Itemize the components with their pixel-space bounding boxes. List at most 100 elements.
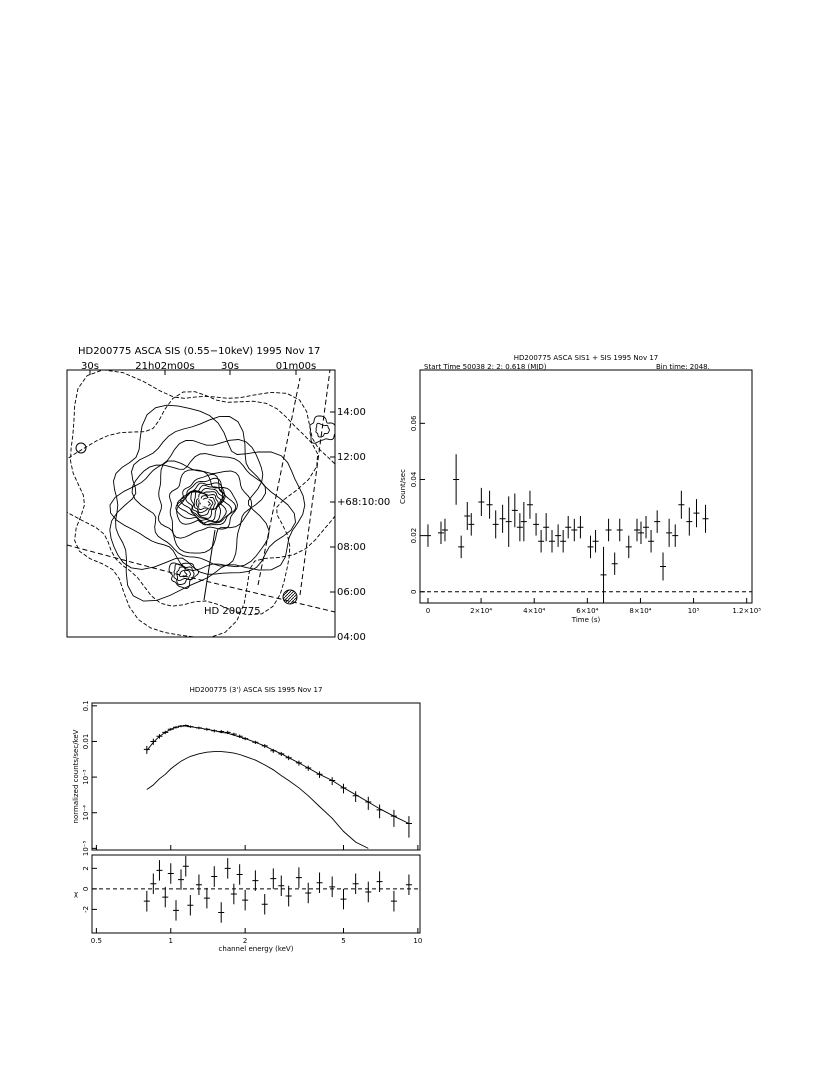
contour-line xyxy=(168,562,199,589)
residual-point xyxy=(187,895,194,916)
data-point xyxy=(424,524,431,547)
field-edge xyxy=(299,370,331,596)
data-point xyxy=(390,809,397,827)
field-edge xyxy=(257,377,301,586)
y-axis-label: χ xyxy=(74,890,78,898)
residual-point xyxy=(340,888,347,910)
contour-line xyxy=(196,492,216,514)
residual-point xyxy=(173,900,180,921)
residual-point xyxy=(203,887,210,909)
data-point xyxy=(577,515,584,539)
data-point xyxy=(637,521,644,545)
x-tick-label: 1.2×10⁵ xyxy=(732,607,761,615)
plot-frame xyxy=(66,369,336,638)
data-point xyxy=(643,515,650,539)
residual-point xyxy=(376,871,383,892)
ra-label: 21h02m00s xyxy=(135,361,194,372)
data-point xyxy=(555,524,562,547)
y-tick-label: 10⁻⁵ xyxy=(82,840,90,856)
residual-point xyxy=(211,866,218,887)
data-point xyxy=(492,510,499,539)
dec-label: +68:10:00 xyxy=(337,497,390,508)
residual-point xyxy=(329,876,336,898)
x-tick-label: 8×10⁴ xyxy=(629,607,651,615)
y-tick-label: 0 xyxy=(410,590,418,594)
contour-line xyxy=(185,487,225,522)
y-tick-label: 10⁻³ xyxy=(82,769,90,785)
contour-line xyxy=(176,473,237,526)
contour-line xyxy=(70,370,335,637)
y-tick-label: 0.06 xyxy=(410,415,418,431)
contour-blob xyxy=(282,589,298,605)
bin-time: Bin time: 2048. xyxy=(656,363,710,371)
y-tick-label: 0.01 xyxy=(82,734,90,750)
x-tick-label: 0 xyxy=(426,607,430,615)
contour-line xyxy=(178,569,188,578)
y-tick-label: -2 xyxy=(82,906,90,913)
spectrum-plot xyxy=(143,724,412,849)
contour-line xyxy=(67,391,319,616)
residual-point xyxy=(242,889,249,911)
x-tick-label: 6×10⁴ xyxy=(576,607,598,615)
y-tick-label: 0.02 xyxy=(410,528,418,544)
residual-point xyxy=(295,867,302,888)
dec-label: 06:00 xyxy=(337,587,366,598)
data-point xyxy=(625,535,632,559)
residual-point xyxy=(230,883,237,905)
data-point xyxy=(441,518,448,542)
data-point xyxy=(478,487,485,516)
residual-point xyxy=(156,860,163,881)
x-tick-label: 4×10⁴ xyxy=(523,607,545,615)
contour-line xyxy=(158,460,253,554)
x-tick-label: 0.5 xyxy=(91,937,102,945)
model-line xyxy=(146,751,369,849)
data-point xyxy=(468,513,475,536)
contour-line xyxy=(109,416,296,575)
data-point xyxy=(702,504,709,533)
x-tick-label: 5 xyxy=(341,937,345,945)
data-point xyxy=(633,518,640,542)
plot-frame xyxy=(419,369,753,604)
residual-point xyxy=(285,885,292,907)
y-tick-label: 0.04 xyxy=(410,471,418,487)
data-point xyxy=(666,518,673,547)
data-point xyxy=(686,507,693,536)
dec-label: 04:00 xyxy=(337,632,366,643)
contour-line xyxy=(109,439,270,572)
residual-point xyxy=(252,870,259,891)
contour-line xyxy=(131,453,267,567)
residual-point xyxy=(365,881,372,903)
model-line xyxy=(146,725,410,824)
data-point xyxy=(549,530,556,553)
residual-point xyxy=(162,886,169,908)
data-point xyxy=(376,804,383,819)
residual-point xyxy=(278,875,285,897)
data-point xyxy=(329,777,336,786)
data-point xyxy=(352,791,359,803)
data-point xyxy=(486,490,493,519)
data-point xyxy=(611,552,618,575)
panel-title: HD200775 ASCA SIS1 + SIS 1995 Nov 17 xyxy=(514,354,658,362)
residual-point xyxy=(305,882,312,904)
x-axis-label: channel energy (keV) xyxy=(219,945,294,953)
x-axis-label: Time (s) xyxy=(571,616,601,624)
residual-point xyxy=(236,864,243,885)
light-curve-panel: HD200775 ASCA SIS1 + SIS 1995 Nov 17Star… xyxy=(399,354,761,624)
spectrum-panel: HD200775 (3') ASCA SIS 1995 Nov 17 0.5 1 2 5… xyxy=(72,686,422,953)
data-point xyxy=(538,530,545,553)
data-point xyxy=(543,513,550,542)
data-point xyxy=(660,552,667,581)
ra-label: 01m00s xyxy=(276,361,316,372)
x-tick-label: 2 xyxy=(243,937,247,945)
y-tick-label: 2 xyxy=(82,866,90,870)
contour-line xyxy=(193,490,219,516)
residual-point xyxy=(224,858,231,879)
contour-line xyxy=(315,422,330,438)
contour-line xyxy=(169,469,238,539)
x-tick-label: 2×10⁴ xyxy=(470,607,492,615)
data-point xyxy=(437,521,444,545)
data-point xyxy=(560,530,567,553)
data-point xyxy=(511,493,518,528)
data-point xyxy=(565,515,572,539)
